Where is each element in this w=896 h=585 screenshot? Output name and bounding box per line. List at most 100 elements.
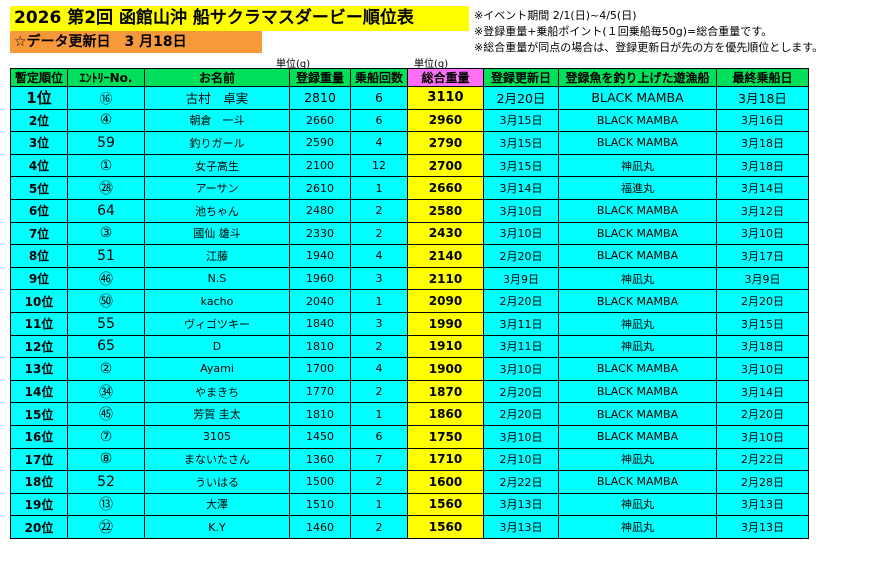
page-title: 2026 第2回 函館山沖 船サクラマスダービー順位表 (10, 6, 469, 31)
rank-cell: 6位 (10, 198, 68, 223)
entry-no-cell: ㉞ (67, 379, 145, 404)
header-rank: 暫定順位 (10, 68, 68, 87)
registered-weight-cell: 2590 (289, 131, 351, 155)
note-event-period: ※イベント期間 2/1(日)~4/5(日) (474, 9, 637, 22)
name-cell: 大澤 (144, 492, 290, 517)
entry-no-cell: 65 (67, 334, 145, 359)
rank-cell: 9位 (10, 266, 68, 291)
name-cell: 江藤 (144, 244, 290, 268)
name-cell: アーサン (144, 176, 290, 200)
entry-no-cell: ⑬ (67, 492, 145, 517)
boarding-count-cell: 1 (350, 492, 408, 517)
table-row: 6位 64 池ちゃん 2480 2 2580 3月10日 BLACK MAMBA 3月12日 (10, 198, 809, 223)
boat-cell: BLACK MAMBA (558, 86, 717, 110)
registered-weight-cell: 1770 (289, 379, 351, 404)
boarding-count-cell: 1 (350, 402, 408, 426)
entry-no-cell: ④ (67, 108, 145, 133)
boarding-count-cell: 2 (350, 198, 408, 223)
boat-cell: 神凪丸 (558, 266, 717, 291)
total-weight-cell: 1860 (407, 402, 484, 426)
boat-cell: 神凪丸 (558, 311, 717, 336)
entry-no-cell: 55 (67, 311, 145, 336)
last-boarding-date-cell: 3月13日 (716, 492, 809, 517)
last-boarding-date-cell: 2月22日 (716, 447, 809, 472)
boarding-count-cell: 6 (350, 424, 408, 449)
total-unit-label: 単位(g) (414, 59, 449, 70)
boat-cell: BLACK MAMBA (558, 379, 717, 404)
name-cell: Ayami (144, 357, 290, 381)
header-name: お名前 (144, 68, 290, 87)
registered-weight-cell: 1810 (289, 402, 351, 426)
name-cell: やまきち (144, 379, 290, 404)
registered-weight-cell: 1510 (289, 492, 351, 517)
header-entry-no: ｴﾝﾄﾘｰNo. (67, 68, 145, 87)
rank-cell: 12位 (10, 334, 68, 359)
boarding-count-cell: 6 (350, 108, 408, 133)
total-weight-cell: 1560 (407, 492, 484, 517)
entry-no-cell: ② (67, 357, 145, 381)
rank-cell: 1位 (10, 86, 68, 110)
last-boarding-date-cell: 3月10日 (716, 221, 809, 246)
entry-no-cell: ㊿ (67, 289, 145, 313)
total-weight-cell: 1870 (407, 379, 484, 404)
name-cell: 3105 (144, 424, 290, 449)
registered-weight-cell: 1460 (289, 515, 351, 539)
last-boarding-date-cell: 3月10日 (716, 357, 809, 381)
total-weight-cell: 3110 (407, 86, 484, 110)
last-boarding-date-cell: 3月18日 (716, 153, 809, 178)
rank-cell: 14位 (10, 379, 68, 404)
table-row: 7位 ③ 國仙 雄斗 2330 2 2430 3月10日 BLACK MAMBA 3月10日 (10, 221, 809, 246)
boat-cell: BLACK MAMBA (558, 131, 717, 155)
rank-cell: 4位 (10, 153, 68, 178)
boat-cell: 福進丸 (558, 176, 717, 200)
table-header-row: 暫定順位 ｴﾝﾄﾘｰNo. お名前 登録重量 乗船回数 総合重量 登録更新日 登… (10, 68, 809, 87)
entry-no-cell: ㊻ (67, 266, 145, 291)
table-row: 3位 59 釣りガール 2590 4 2790 3月15日 BLACK MAMBA 3月18日 (10, 131, 809, 155)
total-weight-cell: 2790 (407, 131, 484, 155)
last-boarding-date-cell: 3月16日 (716, 108, 809, 133)
boarding-count-cell: 3 (350, 311, 408, 336)
last-boarding-date-cell: 3月10日 (716, 424, 809, 449)
boat-cell: BLACK MAMBA (558, 470, 717, 494)
total-weight-cell: 2430 (407, 221, 484, 246)
weight-unit-label: 単位(g) (276, 59, 311, 70)
boat-cell: BLACK MAMBA (558, 108, 717, 133)
update-date-cell: 3月15日 (483, 108, 559, 133)
last-boarding-date-cell: 3月17日 (716, 244, 809, 268)
boarding-count-cell: 1 (350, 176, 408, 200)
rank-cell: 20位 (10, 515, 68, 539)
boarding-count-cell: 3 (350, 266, 408, 291)
update-date-cell: 3月15日 (483, 153, 559, 178)
registered-weight-cell: 1960 (289, 266, 351, 291)
ranking-table: 暫定順位 ｴﾝﾄﾘｰNo. お名前 登録重量 乗船回数 総合重量 登録更新日 登… (10, 68, 809, 539)
table-row: 17位 ⑧ まないたさん 1360 7 1710 2月10日 神凪丸 2月22日 (10, 447, 809, 472)
table-row: 2位 ④ 朝倉 一斗 2660 6 2960 3月15日 BLACK MAMBA 3月16日 (10, 108, 809, 133)
table-row: 19位 ⑬ 大澤 1510 1 1560 3月13日 神凪丸 3月13日 (10, 492, 809, 517)
boarding-count-cell: 4 (350, 244, 408, 268)
boarding-count-cell: 4 (350, 357, 408, 381)
entry-no-cell: ③ (67, 221, 145, 246)
last-boarding-date-cell: 3月9日 (716, 266, 809, 291)
rank-cell: 2位 (10, 108, 68, 133)
boarding-count-cell: 2 (350, 379, 408, 404)
total-weight-cell: 2700 (407, 153, 484, 178)
entry-no-cell: ⑦ (67, 424, 145, 449)
name-cell: kacho (144, 289, 290, 313)
boarding-count-cell: 1 (350, 289, 408, 313)
boarding-count-cell: 4 (350, 131, 408, 155)
registered-weight-cell: 1450 (289, 424, 351, 449)
entry-no-cell: ㉒ (67, 515, 145, 539)
boat-cell: 神凪丸 (558, 153, 717, 178)
rank-cell: 8位 (10, 244, 68, 268)
boat-cell: BLACK MAMBA (558, 244, 717, 268)
registered-weight-cell: 2040 (289, 289, 351, 313)
registered-weight-cell: 1360 (289, 447, 351, 472)
table-row: 18位 52 ういはる 1500 2 1600 2月22日 BLACK MAMBA 2月28日 (10, 470, 809, 494)
boat-cell: BLACK MAMBA (558, 402, 717, 426)
note-total-weight-rule: ※登録重量+乗船ポイント(１回乗船毎50g)=総合重量です。 (474, 25, 773, 38)
update-date-cell: 2月20日 (483, 289, 559, 313)
last-boarding-date-cell: 3月18日 (716, 334, 809, 359)
entry-no-cell: 51 (67, 244, 145, 268)
update-date-cell: 3月15日 (483, 131, 559, 155)
update-date-cell: 3月9日 (483, 266, 559, 291)
